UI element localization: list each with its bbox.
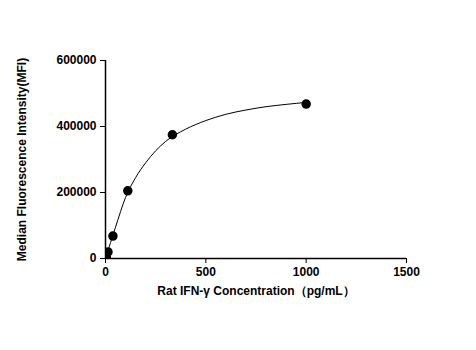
svg-text:0: 0 xyxy=(102,265,109,279)
svg-text:Rat IFN-γ Concentration（pg/mL）: Rat IFN-γ Concentration（pg/mL） xyxy=(157,284,354,298)
svg-text:1500: 1500 xyxy=(393,265,420,279)
svg-text:200000: 200000 xyxy=(56,185,96,199)
svg-text:600000: 600000 xyxy=(56,53,96,67)
svg-text:Median Fluorescence Intensity(: Median Fluorescence Intensity(MFI) xyxy=(15,58,29,261)
svg-text:400000: 400000 xyxy=(56,119,96,133)
svg-text:1000: 1000 xyxy=(293,265,320,279)
svg-text:500: 500 xyxy=(196,265,216,279)
svg-text:0: 0 xyxy=(90,251,97,265)
